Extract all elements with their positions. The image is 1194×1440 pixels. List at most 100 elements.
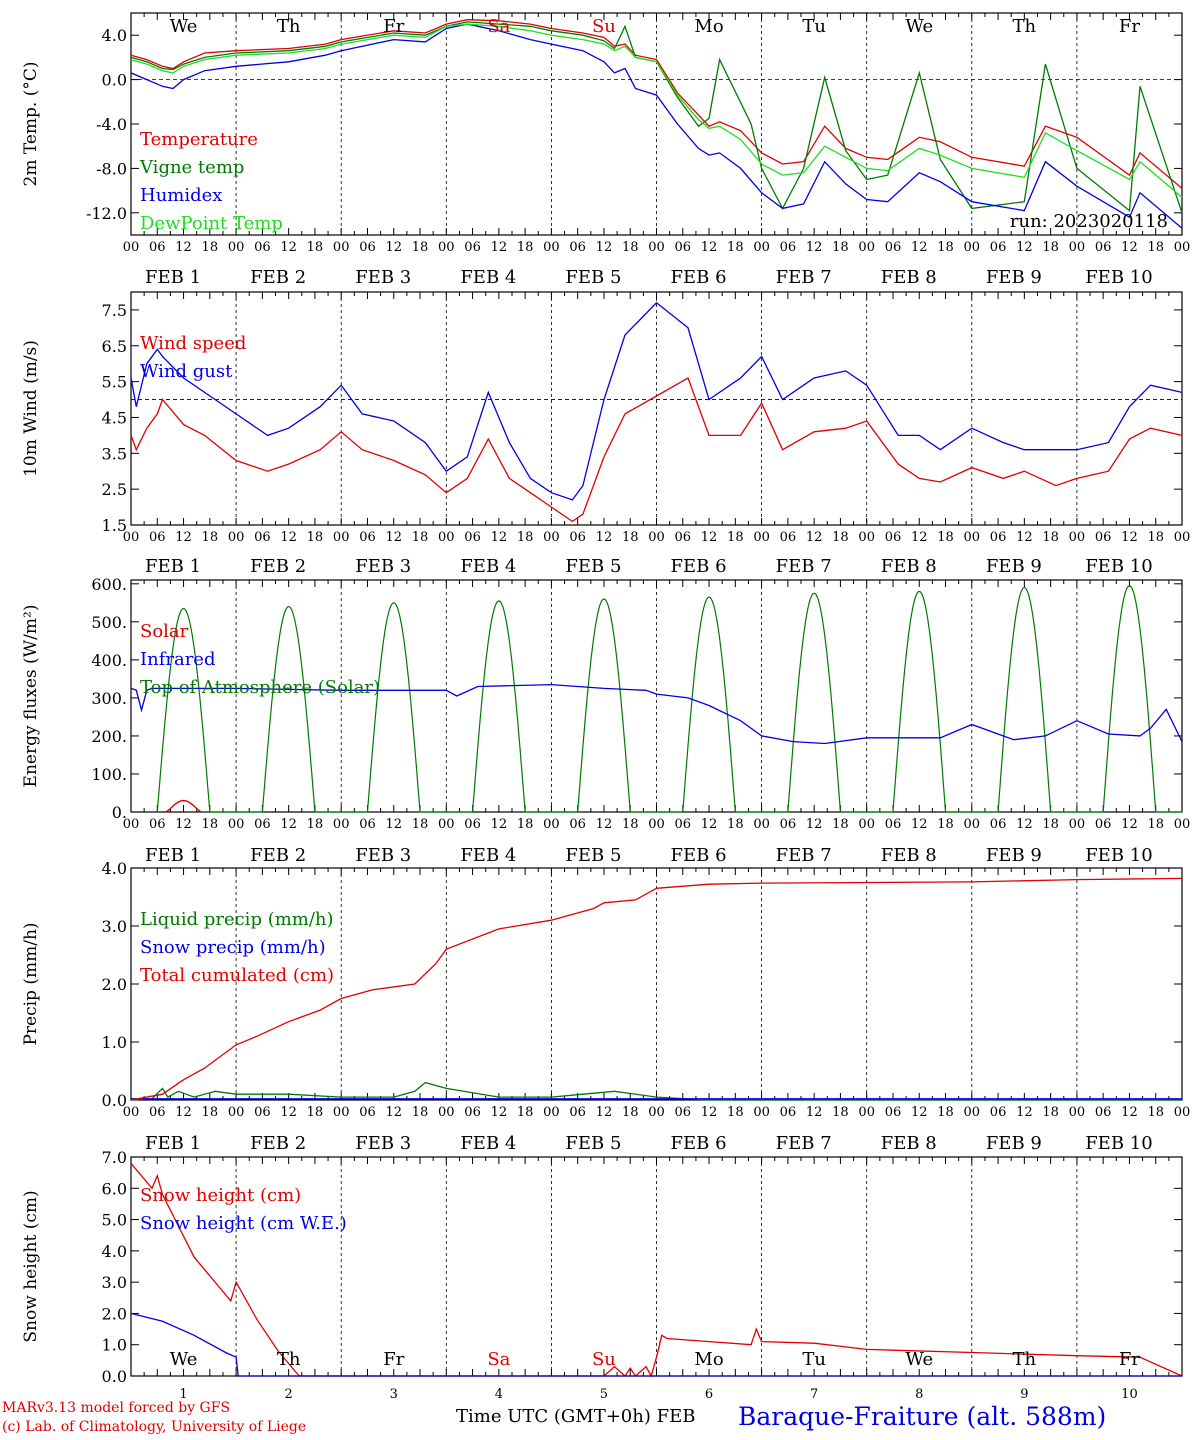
hour-tick-label: 18 xyxy=(202,530,219,545)
hour-tick-label: 18 xyxy=(202,817,219,832)
y-tick-label: 4.5 xyxy=(102,408,127,427)
hour-tick-label: 18 xyxy=(1042,817,1059,832)
hour-tick-label: 12 xyxy=(806,817,823,832)
hour-tick-label: 12 xyxy=(491,240,508,255)
day-number-label: 8 xyxy=(915,1387,923,1402)
hour-tick-label: 12 xyxy=(1121,817,1138,832)
hour-tick-label: 00 xyxy=(333,240,350,255)
legend-entry: DewPoint Temp xyxy=(140,213,283,234)
panel-wind xyxy=(130,291,1183,526)
y-tick-label: 400. xyxy=(91,651,127,670)
hour-tick-label: 18 xyxy=(307,1105,324,1120)
hour-tick-label: 06 xyxy=(569,817,586,832)
y-tick-label: 0. xyxy=(112,803,127,822)
hour-tick-label: 06 xyxy=(254,530,271,545)
hour-tick-label: 06 xyxy=(990,1105,1007,1120)
hour-tick-label: 00 xyxy=(858,530,875,545)
hour-tick-label: 18 xyxy=(202,240,219,255)
hour-tick-label: 06 xyxy=(1095,817,1112,832)
date-label: FEB 10 xyxy=(1085,845,1152,866)
day-name-label: We xyxy=(905,16,933,37)
hour-tick-label: 12 xyxy=(1121,240,1138,255)
day-name-label: Sa xyxy=(487,16,510,37)
hour-tick-label: 18 xyxy=(937,1105,954,1120)
hour-tick-label: 06 xyxy=(254,1105,271,1120)
hour-tick-label: 18 xyxy=(832,817,849,832)
day-name-label: Mo xyxy=(694,16,723,37)
hour-tick-label: 12 xyxy=(911,1105,928,1120)
hour-tick-label: 06 xyxy=(359,817,376,832)
hour-tick-label: 18 xyxy=(727,240,744,255)
day-name-label: Th xyxy=(1013,16,1037,37)
day-number-label: 1 xyxy=(179,1387,187,1402)
hour-tick-label: 00 xyxy=(858,817,875,832)
hour-tick-label: 06 xyxy=(675,817,692,832)
hour-tick-label: 12 xyxy=(1016,240,1033,255)
hour-tick-label: 18 xyxy=(412,530,429,545)
panel-energy xyxy=(130,579,1183,813)
hour-tick-label: 12 xyxy=(701,1105,718,1120)
y-tick-label: 4.0 xyxy=(102,1242,127,1261)
y-tick-label: 600. xyxy=(91,575,127,594)
date-label: FEB 9 xyxy=(986,556,1042,577)
hour-tick-label: 06 xyxy=(990,530,1007,545)
hour-tick-label: 00 xyxy=(1069,240,1086,255)
hour-tick-label: 06 xyxy=(885,817,902,832)
legend-entry: Humidex xyxy=(140,185,222,206)
series-line-temperature xyxy=(130,19,1183,189)
hour-tick-label: 12 xyxy=(385,1105,402,1120)
hour-tick-label: 18 xyxy=(727,530,744,545)
y-tick-label: 6.5 xyxy=(102,337,127,356)
hour-tick-label: 00 xyxy=(1069,530,1086,545)
hour-tick-label: 12 xyxy=(806,1105,823,1120)
hour-tick-label: 12 xyxy=(491,1105,508,1120)
hour-tick-label: 00 xyxy=(964,817,981,832)
day-name-label: Tu xyxy=(802,1349,826,1370)
hour-tick-label: 18 xyxy=(832,530,849,545)
hour-tick-label: 18 xyxy=(622,530,639,545)
series-line-wind-speed xyxy=(130,377,1183,523)
date-label: FEB 5 xyxy=(565,845,621,866)
hour-tick-label: 12 xyxy=(1121,530,1138,545)
y-tick-label: 100. xyxy=(91,765,127,784)
series-line-humidex xyxy=(130,23,1183,229)
hour-tick-label: 00 xyxy=(648,817,665,832)
hour-tick-label: 12 xyxy=(596,817,613,832)
date-label: FEB 5 xyxy=(565,556,621,577)
hour-tick-label: 18 xyxy=(832,1105,849,1120)
date-label: FEB 4 xyxy=(460,556,516,577)
day-name-label: Th xyxy=(277,16,301,37)
hour-tick-label: 06 xyxy=(1095,530,1112,545)
series-line-wind-gust xyxy=(130,301,1183,501)
day-number-label: 3 xyxy=(390,1387,398,1402)
legend-entry: Top of Atmosphere (Solar) xyxy=(140,677,380,698)
y-tick-label: -4.0 xyxy=(96,115,127,134)
y-tick-label: 7.0 xyxy=(102,1148,127,1167)
date-label: FEB 6 xyxy=(671,1133,727,1154)
hour-tick-label: 12 xyxy=(280,240,297,255)
hour-tick-label: 18 xyxy=(307,817,324,832)
date-label: FEB 2 xyxy=(250,267,306,288)
y-tick-label: 1.0 xyxy=(102,1033,127,1052)
hour-tick-label: 12 xyxy=(1121,1105,1138,1120)
y-tick-label: 0.0 xyxy=(102,1367,127,1386)
hour-tick-label: 12 xyxy=(701,817,718,832)
series-line-total-cumulated-cm xyxy=(130,877,1183,1101)
hour-tick-label: 06 xyxy=(885,530,902,545)
hour-tick-label: 00 xyxy=(753,530,770,545)
day-number-label: 7 xyxy=(810,1387,818,1402)
legend-entry: Total cumulated (cm) xyxy=(140,965,334,986)
hour-tick-label: 06 xyxy=(675,240,692,255)
hour-tick-label: 18 xyxy=(1147,817,1164,832)
hour-tick-label: 00 xyxy=(964,240,981,255)
hour-tick-label: 00 xyxy=(333,530,350,545)
hour-tick-label: 12 xyxy=(806,240,823,255)
hour-tick-label: 06 xyxy=(780,1105,797,1120)
hour-tick-label: 00 xyxy=(228,530,245,545)
date-label: FEB 2 xyxy=(250,845,306,866)
y-tick-label: 7.5 xyxy=(102,301,127,320)
hour-tick-label: 00 xyxy=(1174,817,1191,832)
hour-tick-label: 18 xyxy=(412,817,429,832)
hour-tick-label: 00 xyxy=(543,530,560,545)
hour-tick-label: 18 xyxy=(937,530,954,545)
